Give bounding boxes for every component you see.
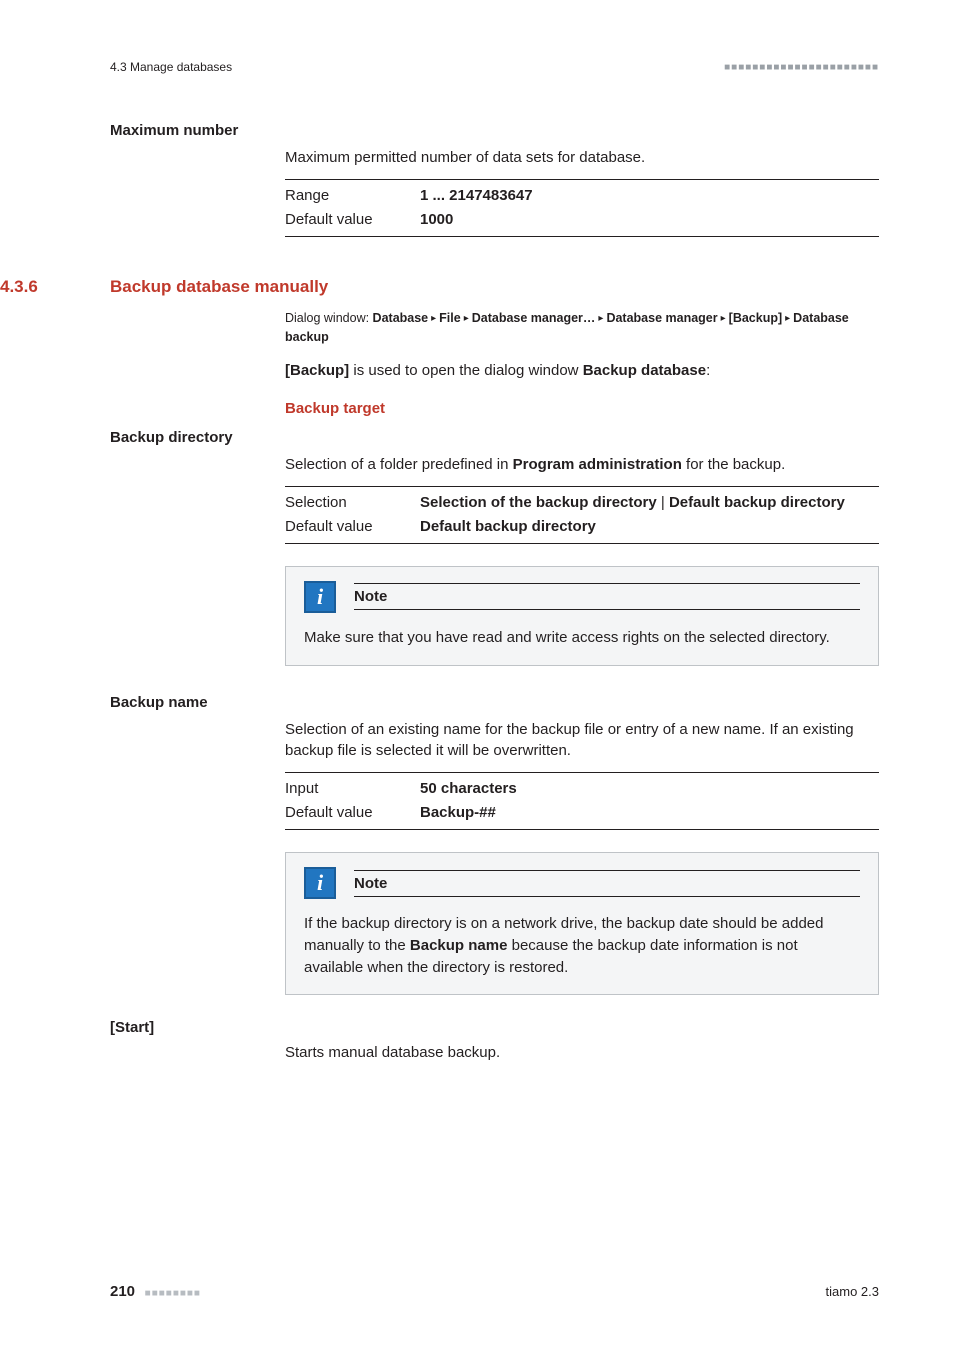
note-title-wrap: Note — [354, 583, 860, 610]
default-row: Default value 1000 — [285, 208, 879, 232]
default-label: Default value — [285, 208, 420, 232]
divider — [285, 829, 879, 830]
note-title: Note — [354, 875, 860, 892]
backup-name-label: Backup name — [110, 694, 879, 711]
backup-used-post: Backup database — [583, 362, 706, 379]
input-value: 50 characters — [420, 777, 517, 801]
dialog-part: Database — [373, 311, 429, 325]
desc-bold: Program administration — [513, 456, 682, 473]
footer-product: tiamo 2.3 — [826, 1284, 879, 1299]
selection-value-1: Selection of the backup directory — [420, 494, 657, 511]
backup-used-mid: is used to open the dialog window — [349, 362, 583, 379]
selection-row: Selection Selection of the backup direct… — [285, 491, 879, 515]
triangle-icon: ▸ — [464, 311, 469, 326]
divider — [285, 486, 879, 487]
default-value: Backup-## — [420, 801, 496, 825]
default-label: Default value — [285, 515, 420, 539]
section-title: Backup database manually — [110, 277, 328, 296]
divider — [285, 236, 879, 237]
divider — [285, 543, 879, 544]
input-row: Input 50 characters — [285, 777, 879, 801]
note-header: i Note — [304, 581, 860, 613]
backup-used-text: [Backup] is used to open the dialog wind… — [285, 360, 879, 382]
info-icon: i — [304, 581, 336, 613]
note-box: i Note If the backup directory is on a n… — [285, 852, 879, 995]
maximum-number-label: Maximum number — [110, 122, 879, 139]
backup-used-end: : — [706, 362, 710, 379]
triangle-icon: ▸ — [785, 311, 790, 326]
maximum-number-desc: Maximum permitted number of data sets fo… — [285, 147, 879, 169]
desc-post: for the backup. — [682, 456, 785, 473]
default-value: Default backup directory — [420, 515, 596, 539]
page-footer: 210 ■■■■■■■■ tiamo 2.3 — [110, 1283, 879, 1300]
divider — [285, 179, 879, 180]
selection-value-2: Default backup directory — [669, 494, 845, 511]
input-label: Input — [285, 777, 420, 801]
backup-used-pre: [Backup] — [285, 362, 349, 379]
start-label: [Start] — [110, 1019, 879, 1036]
section-heading: 4.3.6 Backup database manually — [110, 277, 879, 297]
triangle-icon: ▸ — [431, 311, 436, 326]
backup-target-heading: Backup target — [285, 400, 879, 417]
dialog-part: File — [439, 311, 461, 325]
section-number: 4.3.6 — [0, 277, 38, 297]
page-header: 4.3 Manage databases ■■■■■■■■■■■■■■■■■■■… — [110, 60, 879, 74]
note2-bold: Backup name — [410, 937, 508, 954]
footer-page-number: 210 — [110, 1283, 135, 1300]
footer-marks: ■■■■■■■■ — [145, 1288, 201, 1299]
range-label: Range — [285, 184, 420, 208]
range-row: Range 1 ... 2147483647 — [285, 184, 879, 208]
note-title: Note — [354, 588, 860, 605]
default-value: 1000 — [420, 208, 453, 232]
triangle-icon: ▸ — [598, 311, 603, 326]
divider — [285, 772, 879, 773]
dialog-breadcrumb: Dialog window: Database▸File▸Database ma… — [285, 309, 879, 347]
range-value: 1 ... 2147483647 — [420, 184, 533, 208]
note-title-wrap: Note — [354, 870, 860, 897]
selection-value: Selection of the backup directory | Defa… — [420, 491, 845, 515]
header-section-ref: 4.3 Manage databases — [110, 60, 232, 74]
default-row: Default value Backup-## — [285, 801, 879, 825]
note-box: i Note Make sure that you have read and … — [285, 566, 879, 666]
note-body: Make sure that you have read and write a… — [304, 627, 860, 649]
dialog-part: [Backup] — [729, 311, 782, 325]
info-icon: i — [304, 867, 336, 899]
note-header: i Note — [304, 867, 860, 899]
dialog-prefix: Dialog window: — [285, 311, 373, 325]
header-marks: ■■■■■■■■■■■■■■■■■■■■■■ — [724, 62, 879, 73]
backup-name-desc: Selection of an existing name for the ba… — [285, 719, 879, 763]
start-desc: Starts manual database backup. — [285, 1042, 879, 1064]
backup-directory-desc: Selection of a folder predefined in Prog… — [285, 454, 879, 476]
dialog-part: Database manager — [606, 311, 717, 325]
default-label: Default value — [285, 801, 420, 825]
selection-label: Selection — [285, 491, 420, 515]
footer-left: 210 ■■■■■■■■ — [110, 1283, 201, 1300]
dialog-part: Database manager… — [472, 311, 596, 325]
desc-pre: Selection of a folder predefined in — [285, 456, 513, 473]
note-body: If the backup directory is on a network … — [304, 913, 860, 978]
default-row: Default value Default backup directory — [285, 515, 879, 539]
backup-directory-label: Backup directory — [110, 429, 879, 446]
triangle-icon: ▸ — [721, 311, 726, 326]
